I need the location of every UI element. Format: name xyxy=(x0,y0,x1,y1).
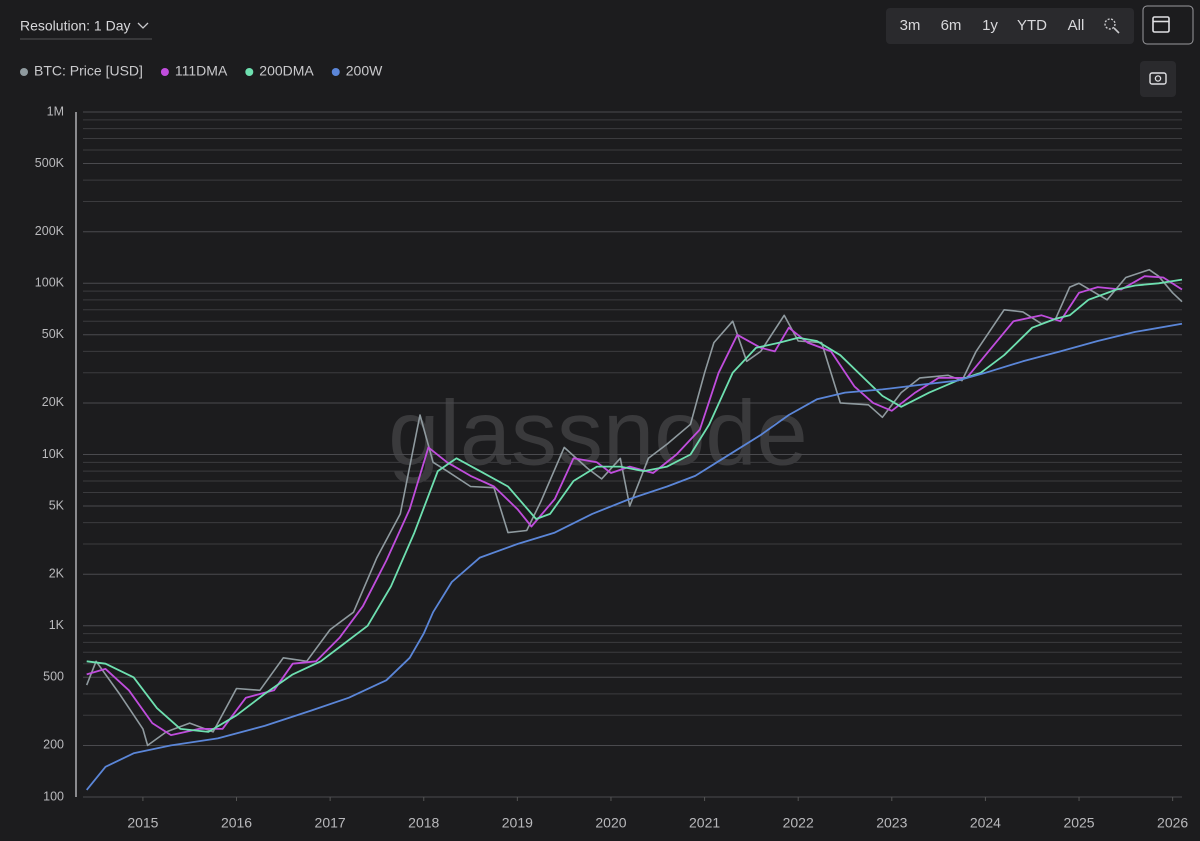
range-button[interactable]: 1y xyxy=(982,17,998,34)
legend-label[interactable]: 200W xyxy=(346,63,383,79)
legend: BTC: Price [USD] 111DMA 200DMA 200W xyxy=(20,63,383,79)
zoom-icon xyxy=(1104,18,1116,30)
x-tick-label: 2023 xyxy=(876,815,907,831)
calendar-icon xyxy=(1152,16,1170,33)
legend-swatch xyxy=(245,68,254,76)
legend-swatch xyxy=(160,68,169,76)
y-tick-label: 100 xyxy=(43,789,64,803)
y-tick-label: 500 xyxy=(43,670,64,684)
y-tick-label: 200 xyxy=(43,738,64,752)
range-button[interactable]: All xyxy=(1068,17,1085,34)
series-line xyxy=(85,268,1183,747)
legend-swatch xyxy=(331,68,340,76)
y-tick-label: 200K xyxy=(35,224,65,238)
x-tick-label: 2024 xyxy=(970,815,1001,831)
x-tick-label: 2020 xyxy=(595,815,626,831)
legend-label[interactable]: 200DMA xyxy=(259,63,314,79)
x-tick-label: 2022 xyxy=(783,815,814,831)
resolution-label[interactable]: Resolution: 1 Day xyxy=(20,18,131,34)
screenshot-button[interactable] xyxy=(1140,61,1176,97)
chevron xyxy=(137,22,149,29)
range-buttons: 3m 6m 1y YTD All xyxy=(900,17,1085,34)
y-tick-label: 20K xyxy=(42,395,65,409)
calendar-frame xyxy=(1142,5,1194,45)
grid: 100 200 500 1K 2K 5K 10K 20K 50K 100K 200K 500K 1M 20… xyxy=(35,104,1189,830)
camera-lens xyxy=(1154,75,1162,82)
x-tick-label: 2026 xyxy=(1157,815,1188,831)
x-tick-label: 2019 xyxy=(502,815,533,831)
x-tick-label: 2015 xyxy=(127,815,158,831)
camera-frame xyxy=(1140,61,1176,97)
range-button[interactable]: YTD xyxy=(1017,17,1047,34)
y-tick-label: 100K xyxy=(35,276,65,290)
y-tick-label: 50K xyxy=(42,327,65,341)
range-button[interactable]: 6m xyxy=(941,17,962,34)
y-tick-label: 10K xyxy=(42,447,65,461)
x-tick-label: 2021 xyxy=(689,815,720,831)
y-tick-label: 500K xyxy=(35,156,65,170)
x-tick-label: 2025 xyxy=(1063,815,1094,831)
watermark: glassnode xyxy=(388,382,807,484)
x-tick-label: 2017 xyxy=(315,815,346,831)
range-button[interactable]: 3m xyxy=(900,17,921,34)
y-tick-label: 5K xyxy=(49,498,65,512)
y-tick-label: 1K xyxy=(49,618,65,632)
y-tick-label: 1M xyxy=(47,104,64,118)
legend-label[interactable]: 111DMA xyxy=(175,63,228,79)
plot xyxy=(85,268,1183,791)
legend-swatch xyxy=(20,68,28,76)
series-line xyxy=(86,322,1183,791)
zoom-button[interactable] xyxy=(1104,18,1120,34)
y-tick-label: 2K xyxy=(49,566,65,580)
camera-icon xyxy=(1149,72,1167,85)
x-tick-label: 2018 xyxy=(408,815,439,831)
series-line xyxy=(86,278,1183,733)
x-tick-label: 2016 xyxy=(221,815,252,831)
calendar-button[interactable] xyxy=(1142,5,1194,45)
resolution-dropdown[interactable]: Resolution: 1 Day xyxy=(20,18,152,40)
legend-label[interactable]: BTC: Price [USD] xyxy=(34,63,143,79)
zoom-handle xyxy=(1113,27,1120,34)
range-bar xyxy=(886,8,1134,44)
